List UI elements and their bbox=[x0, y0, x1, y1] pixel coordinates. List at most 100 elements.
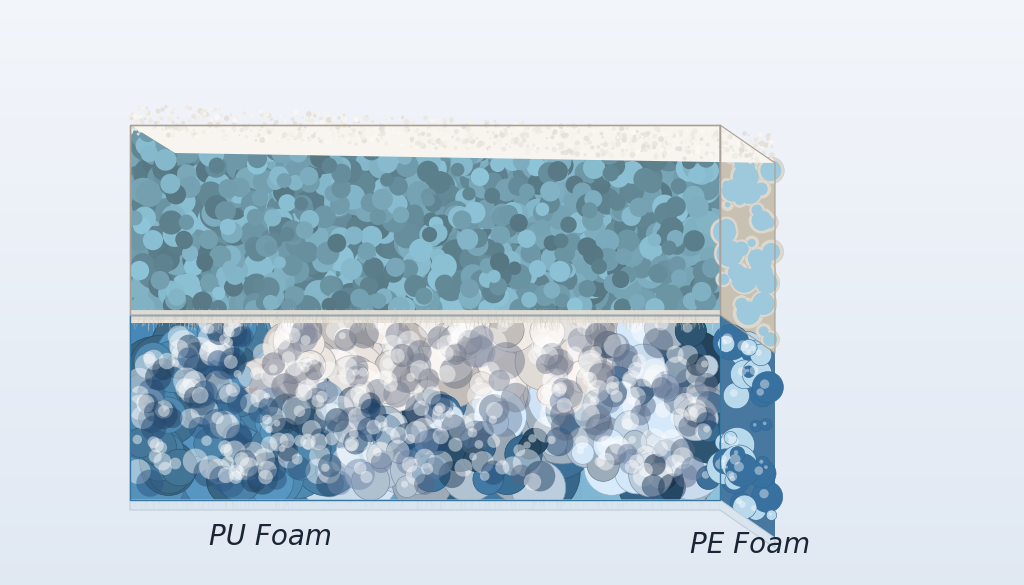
Circle shape bbox=[232, 222, 278, 267]
Circle shape bbox=[478, 163, 521, 207]
Circle shape bbox=[339, 332, 346, 339]
Circle shape bbox=[662, 146, 667, 151]
Circle shape bbox=[711, 134, 716, 139]
Circle shape bbox=[432, 136, 481, 187]
Circle shape bbox=[604, 292, 640, 327]
Circle shape bbox=[470, 139, 475, 144]
Circle shape bbox=[337, 116, 341, 120]
Circle shape bbox=[337, 238, 384, 285]
Circle shape bbox=[418, 128, 469, 178]
Circle shape bbox=[534, 132, 555, 154]
Bar bbox=[0, 283, 1024, 292]
Circle shape bbox=[765, 134, 769, 138]
Circle shape bbox=[326, 171, 362, 207]
Circle shape bbox=[487, 115, 540, 167]
Circle shape bbox=[364, 202, 392, 232]
Circle shape bbox=[317, 259, 366, 308]
Circle shape bbox=[273, 189, 301, 217]
Circle shape bbox=[425, 107, 477, 159]
Circle shape bbox=[726, 471, 734, 479]
Circle shape bbox=[184, 191, 233, 240]
Circle shape bbox=[721, 465, 751, 494]
Circle shape bbox=[444, 202, 474, 232]
Circle shape bbox=[199, 201, 237, 239]
Circle shape bbox=[550, 402, 574, 426]
Circle shape bbox=[418, 141, 423, 147]
Circle shape bbox=[201, 230, 244, 273]
Circle shape bbox=[346, 184, 381, 218]
Circle shape bbox=[523, 152, 554, 183]
Bar bbox=[0, 58, 1024, 68]
Circle shape bbox=[606, 195, 638, 227]
Circle shape bbox=[272, 123, 275, 127]
Circle shape bbox=[424, 242, 453, 270]
Circle shape bbox=[155, 235, 182, 262]
Circle shape bbox=[733, 495, 757, 519]
Circle shape bbox=[375, 133, 403, 161]
Circle shape bbox=[750, 139, 752, 142]
Circle shape bbox=[376, 288, 392, 305]
Circle shape bbox=[691, 267, 727, 302]
Circle shape bbox=[342, 113, 345, 116]
Circle shape bbox=[233, 177, 273, 217]
Circle shape bbox=[392, 253, 425, 285]
Circle shape bbox=[238, 181, 269, 213]
Circle shape bbox=[473, 183, 522, 232]
Circle shape bbox=[409, 142, 447, 180]
Circle shape bbox=[592, 119, 643, 170]
Circle shape bbox=[444, 300, 513, 369]
Circle shape bbox=[713, 449, 738, 474]
Circle shape bbox=[590, 136, 616, 161]
Circle shape bbox=[514, 275, 578, 338]
Circle shape bbox=[367, 167, 406, 206]
Circle shape bbox=[413, 270, 451, 307]
Circle shape bbox=[553, 257, 572, 277]
Circle shape bbox=[687, 224, 741, 278]
Circle shape bbox=[623, 249, 672, 298]
Circle shape bbox=[595, 126, 598, 129]
Circle shape bbox=[540, 177, 596, 233]
Circle shape bbox=[288, 222, 338, 271]
Circle shape bbox=[323, 240, 361, 279]
Circle shape bbox=[571, 132, 574, 136]
Circle shape bbox=[331, 122, 335, 126]
Circle shape bbox=[474, 125, 530, 181]
Circle shape bbox=[487, 185, 520, 219]
Circle shape bbox=[396, 274, 444, 322]
Circle shape bbox=[377, 170, 428, 221]
Circle shape bbox=[589, 179, 622, 212]
Circle shape bbox=[289, 197, 321, 228]
Circle shape bbox=[423, 179, 470, 228]
Circle shape bbox=[474, 440, 483, 449]
Circle shape bbox=[543, 147, 580, 184]
Circle shape bbox=[402, 142, 441, 180]
Circle shape bbox=[416, 149, 441, 174]
Circle shape bbox=[517, 262, 575, 320]
Circle shape bbox=[632, 207, 673, 247]
Circle shape bbox=[570, 263, 626, 319]
Circle shape bbox=[486, 213, 529, 256]
Circle shape bbox=[288, 274, 327, 313]
Circle shape bbox=[629, 203, 662, 235]
Circle shape bbox=[768, 139, 771, 142]
Circle shape bbox=[680, 245, 724, 288]
Circle shape bbox=[323, 121, 328, 126]
Circle shape bbox=[609, 139, 660, 190]
Circle shape bbox=[289, 323, 318, 352]
Circle shape bbox=[388, 137, 440, 191]
Circle shape bbox=[559, 115, 610, 166]
Circle shape bbox=[463, 230, 493, 260]
Circle shape bbox=[205, 156, 227, 178]
Circle shape bbox=[684, 146, 689, 151]
Circle shape bbox=[228, 364, 252, 389]
Circle shape bbox=[262, 352, 285, 376]
Circle shape bbox=[473, 232, 503, 262]
Circle shape bbox=[668, 231, 707, 270]
Circle shape bbox=[502, 171, 532, 201]
Circle shape bbox=[473, 275, 500, 302]
Circle shape bbox=[290, 142, 337, 189]
Circle shape bbox=[212, 326, 245, 360]
Circle shape bbox=[546, 387, 593, 434]
Circle shape bbox=[316, 145, 338, 167]
Circle shape bbox=[293, 226, 333, 267]
